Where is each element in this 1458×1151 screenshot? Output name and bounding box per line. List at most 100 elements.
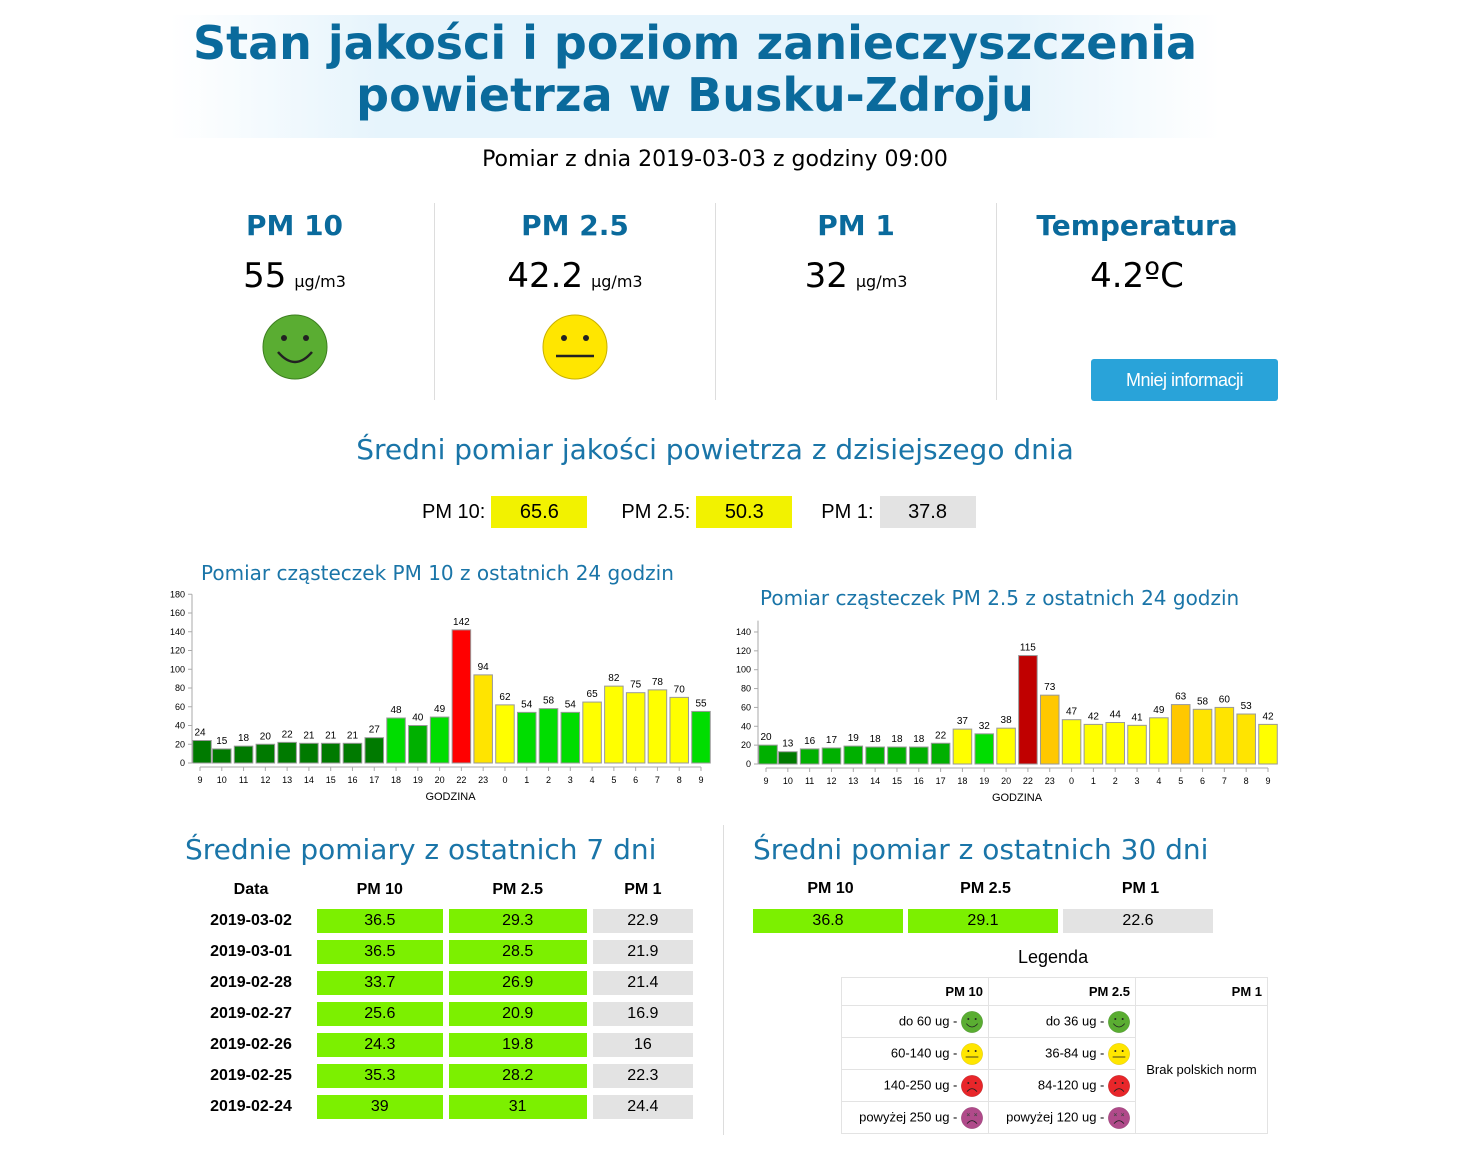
neutral-face-icon xyxy=(961,1043,983,1065)
y-tick-label: 0 xyxy=(180,758,185,768)
bar xyxy=(1105,722,1125,765)
x-tick-label: 6 xyxy=(1200,776,1205,786)
x-tick-label: 16 xyxy=(347,775,357,785)
bar-value-label: 42 xyxy=(1262,711,1274,722)
temperature-label: Temperatura xyxy=(1036,209,1238,242)
week-value: 22.3 xyxy=(592,1063,693,1088)
bar-value-label: 73 xyxy=(1044,682,1056,693)
x-tick-label: 4 xyxy=(590,775,595,785)
week-cell-pm25: 28.5 xyxy=(446,936,590,967)
y-tick-label: 120 xyxy=(170,646,185,656)
bar xyxy=(799,748,820,765)
measurement-timestamp: Pomiar z dnia 2019-03-03 z godziny 09:00 xyxy=(482,147,948,172)
less-info-button[interactable]: Mniej informacji xyxy=(1091,359,1278,401)
month-header-pm25: PM 2.5 xyxy=(960,880,1011,897)
x-tick-label: 19 xyxy=(979,776,989,786)
legend-header-pm25: PM 2.5 xyxy=(988,977,1136,1006)
pm1-label: PM 1 xyxy=(817,209,895,242)
x-tick-label: 20 xyxy=(435,775,445,785)
week-cell-date: 2019-02-28 xyxy=(210,973,292,991)
y-tick-label: 80 xyxy=(175,683,185,693)
x-tick-label: 10 xyxy=(783,776,793,786)
temperature-value: 4.2ºC xyxy=(1090,256,1184,296)
bar xyxy=(538,708,559,764)
week-cell-pm25: 29.3 xyxy=(446,905,590,936)
bar-value-label: 70 xyxy=(674,684,686,695)
x-tick-label: 23 xyxy=(1045,776,1055,786)
bar xyxy=(299,742,319,764)
happy-face-icon xyxy=(262,314,328,380)
bar xyxy=(821,747,842,765)
bar-value-label: 13 xyxy=(782,739,794,750)
x-axis-label: GODZINA xyxy=(992,792,1043,804)
bar-value-label: 18 xyxy=(238,733,250,744)
week-cell-pm1: 21.9 xyxy=(590,936,696,967)
bar-value-label: 54 xyxy=(521,699,533,710)
x-tick-label: 8 xyxy=(1244,776,1249,786)
x-tick-label: 8 xyxy=(677,775,682,785)
x-tick-label: 5 xyxy=(611,775,616,785)
x-tick-label: 19 xyxy=(413,775,423,785)
bar xyxy=(233,745,254,764)
bar xyxy=(451,629,472,764)
x-tick-label: 11 xyxy=(805,776,814,786)
section-divider xyxy=(723,825,724,1135)
week-value: 29.3 xyxy=(448,908,587,933)
week-table-row: 2019-02-25 35.3 28.2 22.3 xyxy=(188,1060,696,1091)
bar-value-label: 27 xyxy=(369,725,381,736)
week-value: 36.5 xyxy=(317,939,443,964)
current-pm10: PM 10 55 µg/m3 xyxy=(154,203,435,400)
week-value: 20.9 xyxy=(448,1001,587,1026)
y-tick-label: 100 xyxy=(736,665,751,675)
bar-value-label: 19 xyxy=(848,733,860,744)
daily-average-title: Średni pomiar jakości powietrza z dzisie… xyxy=(356,433,1074,466)
y-tick-label: 100 xyxy=(170,664,185,674)
bar xyxy=(408,725,428,764)
legend-pm1-note: Brak polskich norm xyxy=(1135,1005,1268,1134)
bar-value-label: 55 xyxy=(695,698,707,709)
x-tick-label: 23 xyxy=(478,775,488,785)
legend-header-pm1: PM 1 xyxy=(1135,977,1268,1006)
x-tick-label: 9 xyxy=(763,776,768,786)
x-tick-label: 6 xyxy=(633,775,638,785)
bar xyxy=(758,744,778,765)
week-value: 33.7 xyxy=(317,970,443,995)
legend-text: do 60 ug - xyxy=(898,1012,958,1028)
bar-value-label: 58 xyxy=(1197,696,1209,707)
bar-value-label: 42 xyxy=(1088,711,1100,722)
week-value: 36.5 xyxy=(317,908,443,933)
legend-text: do 36 ug - xyxy=(1045,1012,1105,1028)
bar-value-label: 21 xyxy=(303,730,315,741)
week-table: Data PM 10 PM 2.5 PM 1 2019-03-02 36.5 29.… xyxy=(188,875,696,1122)
bar-value-label: 38 xyxy=(1001,715,1013,726)
bar-value-label: 18 xyxy=(891,734,903,745)
week-cell-pm25: 31 xyxy=(446,1091,590,1122)
month-header-pm1: PM 1 xyxy=(1121,880,1160,897)
x-tick-label: 7 xyxy=(655,775,660,785)
x-tick-label: 17 xyxy=(369,775,379,785)
week-cell-pm25: 20.9 xyxy=(446,998,590,1029)
week-table-row: 2019-03-01 36.5 28.5 21.9 xyxy=(188,936,696,967)
week-table-row: 2019-02-24 39 31 24.4 xyxy=(188,1091,696,1122)
month-pm1-value: 22.6 xyxy=(1063,909,1213,933)
week-cell-pm10: 39 xyxy=(314,1091,446,1122)
pm25-label: PM 2.5 xyxy=(521,209,629,242)
y-tick-label: 20 xyxy=(741,740,751,750)
y-tick-label: 40 xyxy=(175,721,185,731)
bar xyxy=(974,733,995,765)
neutral-face-icon xyxy=(1108,1043,1130,1065)
legend-pm10-moderate: 60-140 ug - xyxy=(841,1037,989,1070)
week-value: 16 xyxy=(592,1032,693,1057)
y-tick-label: 40 xyxy=(741,721,751,731)
x-tick-label: 9 xyxy=(197,775,202,785)
y-tick-label: 140 xyxy=(736,627,751,637)
daily-pm25-label: PM 2.5: xyxy=(621,500,691,523)
week-cell-date: 2019-02-27 xyxy=(210,1004,292,1022)
current-temperature: Temperatura 4.2ºC xyxy=(996,203,1277,400)
bar-value-label: 44 xyxy=(1110,710,1122,721)
bar-value-label: 65 xyxy=(587,689,599,700)
bar-value-label: 62 xyxy=(499,692,511,703)
week-value: 24.4 xyxy=(592,1094,693,1119)
bar-value-label: 47 xyxy=(1066,707,1078,718)
legend-text: 36-84 ug - xyxy=(1045,1044,1105,1060)
